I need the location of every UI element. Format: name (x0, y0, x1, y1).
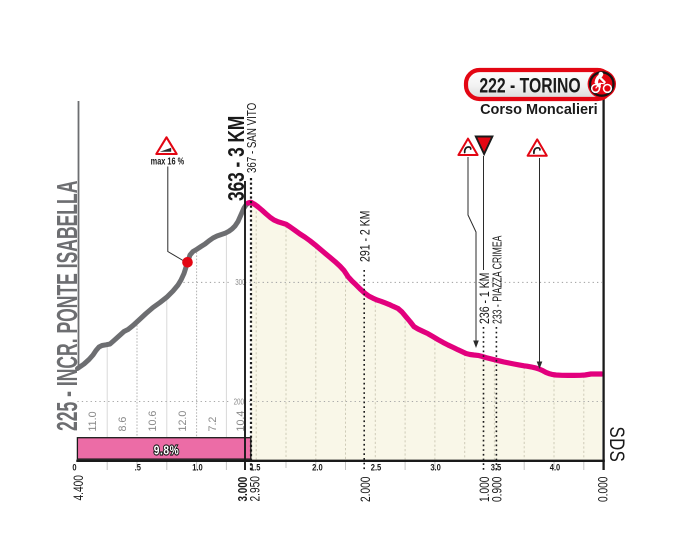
svg-text:3.5: 3.5 (491, 462, 502, 473)
svg-text:0.000: 0.000 (595, 476, 611, 502)
svg-text:233 - PIAZZA CRIMEA: 233 - PIAZZA CRIMEA (491, 235, 505, 324)
svg-text:12.0: 12.0 (177, 411, 189, 432)
svg-text:367 - SAN VITO: 367 - SAN VITO (246, 103, 260, 173)
svg-text:3.000: 3.000 (237, 477, 251, 502)
svg-text:0.900: 0.900 (489, 476, 505, 502)
svg-text:2.950: 2.950 (247, 476, 263, 502)
svg-text:1.000: 1.000 (476, 476, 492, 502)
svg-text:7.2: 7.2 (207, 417, 219, 432)
svg-text:1.5: 1.5 (250, 462, 261, 473)
svg-text:363 - 3 KM: 363 - 3 KM (225, 116, 250, 201)
svg-text:2.0: 2.0 (312, 462, 323, 473)
svg-text:10.6: 10.6 (147, 411, 159, 432)
svg-text:11.0: 11.0 (87, 411, 99, 431)
svg-text:SDS: SDS (604, 427, 627, 463)
svg-text:0: 0 (72, 462, 76, 473)
svg-text:2.000: 2.000 (357, 476, 373, 502)
svg-text:222 - TORINO: 222 - TORINO (479, 73, 580, 97)
svg-text:8.6: 8.6 (117, 417, 129, 432)
svg-text:300: 300 (235, 279, 245, 287)
svg-text:3.0: 3.0 (430, 462, 441, 473)
svg-text:2.5: 2.5 (371, 462, 382, 473)
svg-text:9.8%: 9.8% (154, 444, 180, 457)
svg-text:200: 200 (234, 399, 244, 407)
svg-text:max 16 %: max 16 % (151, 155, 184, 167)
svg-text:4.0: 4.0 (550, 462, 561, 473)
svg-text:Corso Moncalieri: Corso Moncalieri (480, 102, 598, 118)
svg-text:.5: .5 (135, 462, 142, 473)
svg-text:291 - 2 KM: 291 - 2 KM (357, 211, 373, 262)
svg-text:225 - INCR. PONTE ISABELLA: 225 - INCR. PONTE ISABELLA (52, 181, 85, 431)
svg-text:236 - 1 KM: 236 - 1 KM (477, 273, 493, 324)
svg-text:4.400: 4.400 (71, 475, 87, 501)
svg-text:1.0: 1.0 (192, 462, 203, 473)
